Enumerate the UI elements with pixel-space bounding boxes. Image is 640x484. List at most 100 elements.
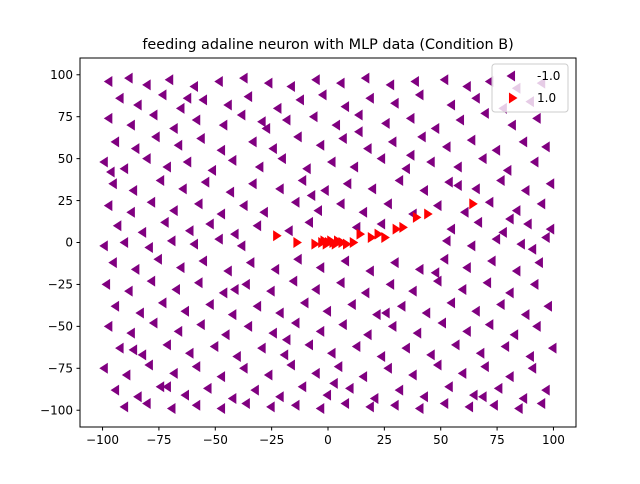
point-neg-29	[340, 101, 350, 113]
point-neg-78	[162, 161, 171, 173]
point-neg-76	[119, 163, 129, 175]
point-neg-309	[514, 403, 523, 415]
point-neg-324	[453, 179, 462, 191]
y-tick-label-6: 50	[58, 152, 73, 166]
legend-marker-0	[506, 70, 516, 82]
point-neg-32	[414, 89, 424, 101]
point-neg-300	[290, 399, 300, 411]
series-neg	[99, 72, 557, 415]
point-neg-237	[137, 349, 147, 361]
point-neg-14	[439, 74, 449, 86]
point-neg-274	[110, 384, 120, 396]
point-neg-266	[358, 371, 368, 383]
point-pos-10	[333, 235, 343, 247]
point-neg-66	[338, 133, 347, 145]
point-neg-118	[216, 208, 226, 220]
point-neg-206	[299, 297, 309, 309]
point-neg-31	[390, 97, 399, 109]
point-neg-90	[453, 161, 462, 173]
point-neg-96	[155, 174, 165, 186]
point-neg-220	[173, 325, 183, 337]
point-neg-230	[412, 327, 422, 339]
point-neg-64	[293, 131, 302, 143]
point-neg-291	[518, 392, 528, 404]
point-neg-271	[480, 361, 489, 373]
series-pos	[273, 198, 478, 250]
point-neg-175	[462, 262, 471, 274]
point-neg-137	[230, 228, 239, 240]
point-neg-39	[148, 109, 158, 121]
point-neg-115	[146, 196, 156, 208]
point-neg-70	[441, 141, 451, 153]
point-neg-62	[248, 136, 257, 148]
point-neg-20	[133, 99, 142, 111]
point-neg-195	[482, 277, 492, 289]
point-neg-214	[496, 299, 505, 311]
point-neg-47	[331, 119, 341, 131]
point-pos-12	[343, 238, 352, 250]
point-neg-54	[507, 119, 516, 131]
point-neg-97	[178, 183, 187, 195]
point-neg-229	[387, 320, 397, 332]
point-neg-244	[304, 339, 313, 351]
point-neg-149	[119, 237, 129, 248]
point-neg-172	[390, 257, 399, 269]
point-neg-124	[358, 206, 368, 218]
point-neg-112	[545, 178, 555, 190]
point-neg-225	[290, 317, 300, 329]
point-neg-73	[518, 136, 528, 148]
point-neg-69	[417, 131, 426, 143]
point-neg-163	[175, 262, 185, 274]
point-neg-152	[189, 238, 199, 250]
point-neg-37	[103, 112, 113, 124]
plot-area	[99, 72, 557, 415]
point-neg-204	[252, 300, 262, 312]
point-neg-320	[354, 126, 363, 138]
x-axis: −100 −75 −50 −25 0 25 50 75 100	[86, 427, 565, 447]
point-neg-11	[360, 72, 370, 84]
point-neg-159	[541, 231, 550, 243]
point-neg-57	[130, 143, 140, 155]
point-neg-58	[151, 131, 160, 143]
point-neg-59	[173, 139, 183, 151]
point-neg-74	[541, 141, 550, 153]
point-neg-305	[414, 403, 424, 415]
point-neg-63	[268, 143, 277, 155]
point-neg-111	[520, 185, 530, 197]
point-neg-232	[462, 325, 471, 337]
point-neg-186	[266, 285, 275, 297]
point-neg-83	[277, 153, 286, 165]
point-neg-265	[333, 361, 343, 373]
point-neg-153	[214, 233, 223, 245]
point-neg-242	[257, 342, 266, 354]
point-neg-68	[387, 136, 397, 148]
point-neg-181	[146, 275, 156, 287]
point-neg-246	[351, 340, 361, 352]
point-neg-134	[160, 216, 169, 228]
y-tick-label-2: −50	[48, 320, 73, 334]
point-neg-297	[216, 403, 226, 415]
point-neg-228	[363, 329, 372, 341]
point-neg-281	[275, 391, 284, 403]
point-neg-239	[184, 347, 194, 359]
point-neg-46	[308, 111, 318, 123]
y-axis: −100 −75 −50 −25 0 25 50 75 100	[40, 68, 80, 417]
y-tick-label-0: −100	[40, 403, 73, 417]
point-neg-94	[108, 178, 117, 190]
point-neg-140	[304, 216, 313, 228]
point-neg-262	[263, 369, 273, 381]
point-neg-106	[394, 174, 404, 186]
point-neg-287	[419, 391, 428, 403]
point-neg-325	[478, 391, 487, 403]
point-neg-188	[311, 283, 320, 295]
point-neg-296	[191, 399, 201, 411]
point-neg-173	[414, 263, 424, 275]
point-neg-49	[381, 117, 390, 129]
point-neg-275	[133, 391, 142, 403]
point-neg-143	[446, 223, 456, 235]
point-pos-22	[469, 198, 478, 210]
point-neg-145	[498, 226, 507, 238]
point-neg-128	[460, 206, 469, 218]
point-neg-174	[439, 253, 449, 265]
